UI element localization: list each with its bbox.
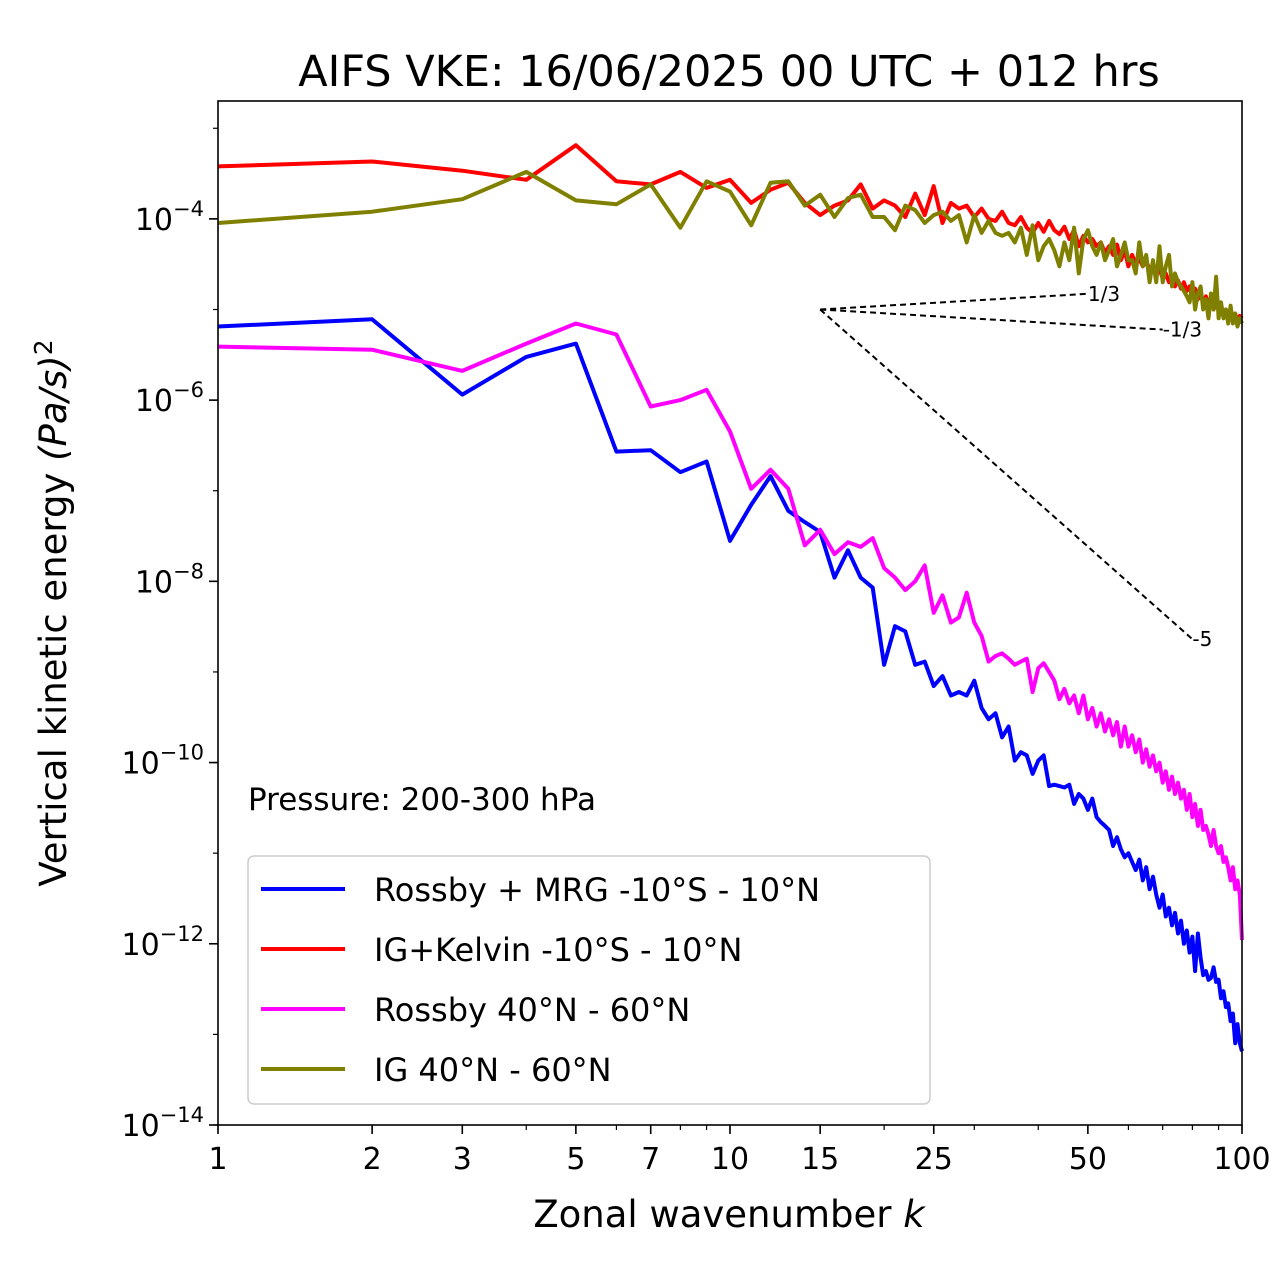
series-line-0 [217, 317, 1244, 1052]
x-tick-label-7: 25 [915, 1142, 953, 1177]
x-axis-ticks: 1 2 3 5 7 10 15 25 50 100 [208, 1125, 1271, 1177]
series-line-3 [217, 169, 1244, 329]
reference-line-2 [819, 308, 1194, 640]
legend-box [247, 855, 931, 1105]
chart-title: AIFS VKE: 16/06/2025 00 UTC + 012 hrs [298, 47, 1160, 97]
reference-line-label-2: -5 [1192, 627, 1212, 651]
y-tick-label-1: 10−6 [135, 378, 204, 419]
x-tick-label-1: 2 [363, 1142, 382, 1177]
y-axis-label: Vertical kinetic energy (Pa/s)2 [29, 339, 75, 886]
reference-line-1 [820, 308, 1163, 331]
y-tick-label-3: 10−10 [121, 741, 204, 782]
x-tick-label-0: 1 [208, 1142, 227, 1177]
x-tick-label-9: 100 [1213, 1142, 1270, 1177]
y-tick-label-0: 10−4 [135, 197, 204, 238]
x-tick-label-8: 50 [1069, 1142, 1107, 1177]
legend-label-3: IG 40°N - 60°N [374, 1051, 612, 1089]
legend: Rossby + MRG -10°S - 10°N IG+Kelvin -10°S… [247, 855, 931, 1105]
x-tick-label-4: 7 [641, 1142, 660, 1177]
y-tick-label-2: 10−8 [135, 559, 204, 600]
pressure-annotation: Pressure: 200-300 hPa [248, 782, 596, 818]
y-tick-label-5: 10−14 [121, 1103, 204, 1144]
legend-label-1: IG+Kelvin -10°S - 10°N [374, 931, 742, 969]
legend-label-0: Rossby + MRG -10°S - 10°N [374, 871, 820, 909]
x-tick-label-6: 15 [801, 1142, 839, 1177]
series-layer [217, 143, 1244, 1052]
x-axis-label: Zonal wavenumber k [533, 1193, 926, 1236]
reference-line-0 [820, 292, 1088, 311]
x-tick-label-2: 3 [453, 1142, 472, 1177]
reference-line-label-1: -1/3 [1163, 318, 1202, 342]
series-line-2 [217, 321, 1244, 941]
legend-label-2: Rossby 40°N - 60°N [374, 991, 690, 1029]
reference-slope-lines: 1/3 -1/3 -5 [819, 282, 1212, 651]
y-axis-ticks: 10−4 10−6 10−8 10−10 10−12 10−14 [121, 127, 218, 1144]
reference-line-label-0: 1/3 [1088, 282, 1120, 306]
x-tick-label-3: 5 [566, 1142, 585, 1177]
x-tick-label-5: 10 [711, 1142, 749, 1177]
y-tick-label-4: 10−12 [121, 922, 204, 963]
